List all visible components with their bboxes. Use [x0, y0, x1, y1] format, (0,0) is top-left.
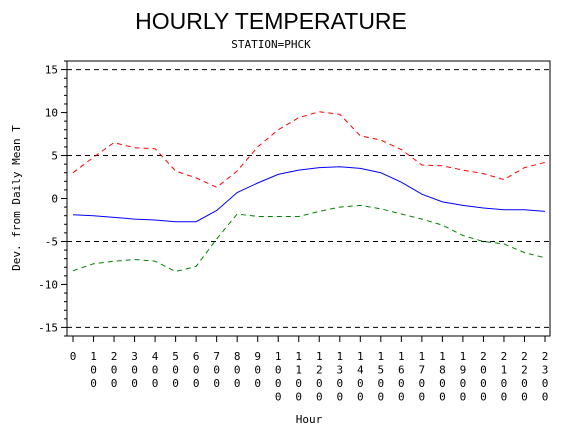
y-tick-label: -10	[38, 278, 58, 291]
chart-title: HOURLY TEMPERATURE	[135, 8, 407, 34]
chart-subtitle: STATION=PHCK	[231, 38, 311, 51]
y-axis-label: Dev. from Daily Mean T	[10, 125, 23, 271]
series-layer	[72, 111, 546, 273]
series-line-1	[72, 111, 546, 188]
series-line-2	[72, 166, 546, 223]
series-line-3	[72, 204, 546, 273]
y-tick-label: 0	[51, 193, 58, 206]
y-tick-label: 5	[51, 150, 58, 163]
x-tick-label: 0	[70, 350, 77, 363]
y-tick-label: -15	[38, 321, 58, 334]
y-tick-label: 10	[45, 107, 58, 120]
y-tick-label: 15	[45, 64, 58, 77]
reference-lines	[67, 69, 550, 328]
plot-frame	[66, 60, 551, 337]
x-axis-label: Hour	[296, 413, 323, 426]
axes: -15 -10 -5 0 5 10 15 0 1 0 0 2 0 0 3 0 0 4 0 0 5 0 0 6 0 0 7 0 0 8 0 0 9…	[38, 60, 551, 404]
y-tick-label: -5	[45, 235, 58, 248]
